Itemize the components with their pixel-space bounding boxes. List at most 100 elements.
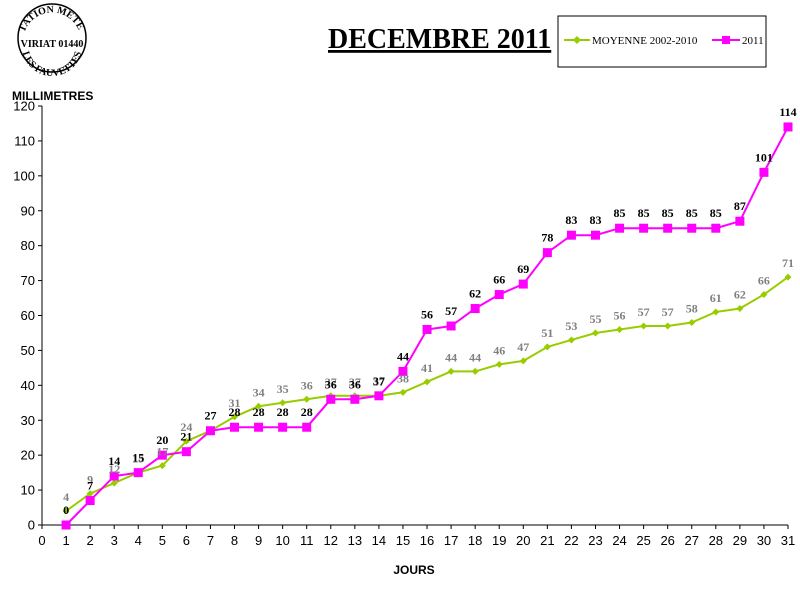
data-point-moyenne (303, 395, 311, 403)
data-point-2011 (687, 223, 697, 233)
data-point-2011 (663, 223, 673, 233)
data-label-moyenne: 61 (710, 291, 722, 305)
data-label-moyenne: 37 (349, 375, 361, 389)
y-tick-label: 120 (13, 99, 35, 114)
data-label-moyenne: 37 (373, 375, 385, 389)
data-point-moyenne (62, 507, 70, 515)
data-label-2011: 85 (614, 206, 626, 220)
data-label-2011: 66 (493, 273, 505, 287)
data-point-2011 (759, 167, 769, 177)
data-label-moyenne: 36 (301, 378, 313, 392)
y-tick-label: 20 (21, 448, 35, 463)
data-label-2011: 44 (397, 349, 409, 363)
data-point-moyenne (86, 490, 94, 498)
data-point-2011 (205, 426, 215, 436)
data-label-moyenne: 41 (421, 361, 433, 375)
data-point-2011 (85, 496, 95, 506)
data-label-2011: 36 (325, 377, 337, 391)
data-point-moyenne (255, 402, 263, 410)
data-label-2011: 69 (517, 262, 529, 276)
y-tick-label: 50 (21, 343, 35, 358)
data-label-2011: 14 (108, 454, 120, 468)
data-point-moyenne (664, 322, 672, 330)
y-tick-label: 70 (21, 273, 35, 288)
x-tick-label: 10 (275, 533, 289, 548)
x-tick-label: 14 (372, 533, 386, 548)
x-tick-label: 12 (324, 533, 338, 548)
x-tick-label: 20 (516, 533, 530, 548)
y-tick-label: 10 (21, 483, 35, 498)
data-label-2011: 56 (421, 307, 433, 321)
data-label-2011: 85 (638, 206, 650, 220)
y-tick-label: 100 (13, 168, 35, 183)
data-point-2011 (133, 468, 143, 478)
data-label-moyenne: 51 (541, 326, 553, 340)
data-point-moyenne (736, 305, 744, 313)
x-tick-label: 1 (62, 533, 69, 548)
data-label-2011: 101 (755, 150, 773, 164)
x-tick-label: 13 (348, 533, 362, 548)
data-label-2011: 15 (132, 451, 144, 465)
data-label-2011: 57 (445, 304, 457, 318)
data-point-moyenne (110, 479, 118, 487)
data-label-moyenne: 34 (253, 385, 265, 399)
x-tick-label: 30 (757, 533, 771, 548)
logo-circle (17, 3, 87, 73)
data-point-2011 (494, 290, 504, 300)
legend-marker-2011 (722, 36, 730, 44)
data-point-2011 (278, 422, 288, 432)
x-tick-label: 26 (660, 533, 674, 548)
data-label-2011: 20 (156, 433, 168, 447)
data-point-2011 (181, 447, 191, 457)
legend-marker-avg (573, 36, 581, 44)
data-label-moyenne: 12 (108, 462, 120, 476)
data-label-2011: 28 (253, 405, 265, 419)
data-point-2011 (566, 230, 576, 240)
data-label-2011: 78 (541, 231, 553, 245)
legend-box (557, 15, 767, 68)
data-label-2011: 37 (373, 374, 385, 388)
legend-label-2011: 2011 (742, 35, 764, 47)
data-label-moyenne: 35 (277, 382, 289, 396)
data-label-moyenne: 37 (325, 375, 337, 389)
data-label-moyenne: 56 (614, 308, 626, 322)
data-label-2011: 87 (734, 199, 746, 213)
x-tick-label: 9 (255, 533, 262, 548)
data-label-moyenne: 71 (782, 256, 794, 270)
data-point-2011 (735, 216, 745, 226)
x-tick-label: 31 (781, 533, 795, 548)
data-point-moyenne (543, 343, 551, 351)
data-label-2011: 85 (710, 206, 722, 220)
data-label-moyenne: 44 (445, 350, 457, 364)
x-tick-label: 23 (588, 533, 602, 548)
legend: MOYENNE 2002-2010 2011 (557, 15, 767, 68)
x-tick-label: 28 (709, 533, 723, 548)
data-point-2011 (302, 422, 312, 432)
data-point-moyenne (519, 357, 527, 365)
logo-middle-text: VIRIAT 01440 (21, 39, 84, 50)
x-tick-label: 6 (183, 533, 190, 548)
series-2011 (61, 122, 793, 530)
data-point-2011 (446, 321, 456, 331)
data-label-moyenne: 38 (397, 371, 409, 385)
x-tick-label: 27 (685, 533, 699, 548)
data-label-moyenne: 17 (156, 445, 168, 459)
x-tick-label: 2 (87, 533, 94, 548)
data-label-moyenne: 62 (734, 288, 746, 302)
data-label-moyenne: 53 (565, 319, 577, 333)
x-tick-label: 21 (540, 533, 554, 548)
x-tick-label: 25 (636, 533, 650, 548)
data-label-2011: 114 (779, 105, 796, 119)
data-point-moyenne (182, 437, 190, 445)
data-label-2011: 85 (662, 206, 674, 220)
x-ticks: 0 1 2 3 4 5 6 7 8 9 10 11 12 13 14 15 16 17 18 19 20 21 22 23 24… (38, 525, 795, 548)
data-point-moyenne (447, 367, 455, 375)
data-point-2011 (254, 422, 264, 432)
data-point-2011 (422, 324, 432, 334)
x-tick-label: 19 (492, 533, 506, 548)
data-label-moyenne: 31 (229, 396, 241, 410)
x-tick-label: 22 (564, 533, 578, 548)
